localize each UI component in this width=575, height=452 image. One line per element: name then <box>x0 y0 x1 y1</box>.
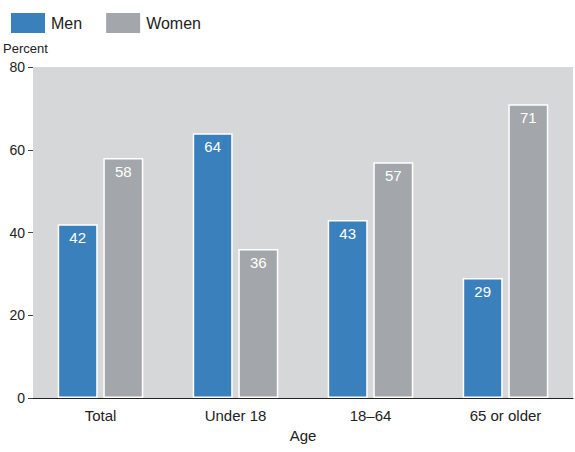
svg-text:58: 58 <box>115 163 132 180</box>
svg-text:71: 71 <box>520 109 537 126</box>
svg-text:60: 60 <box>9 142 25 158</box>
svg-text:36: 36 <box>250 254 267 271</box>
svg-text:Under 18: Under 18 <box>205 407 267 424</box>
svg-text:0: 0 <box>17 390 25 406</box>
svg-text:Percent: Percent <box>3 41 48 56</box>
svg-text:Men: Men <box>51 15 82 32</box>
svg-text:20: 20 <box>9 307 25 323</box>
svg-text:Age: Age <box>290 427 317 444</box>
svg-text:Total: Total <box>85 407 117 424</box>
svg-text:43: 43 <box>339 225 356 242</box>
svg-text:40: 40 <box>9 225 25 241</box>
svg-text:18–64: 18–64 <box>350 407 392 424</box>
svg-text:64: 64 <box>204 138 221 155</box>
svg-text:65 or older: 65 or older <box>470 407 542 424</box>
svg-text:29: 29 <box>474 283 491 300</box>
svg-text:42: 42 <box>69 229 86 246</box>
svg-text:80: 80 <box>9 59 25 75</box>
svg-text:Women: Women <box>146 15 201 32</box>
svg-text:57: 57 <box>385 167 402 184</box>
